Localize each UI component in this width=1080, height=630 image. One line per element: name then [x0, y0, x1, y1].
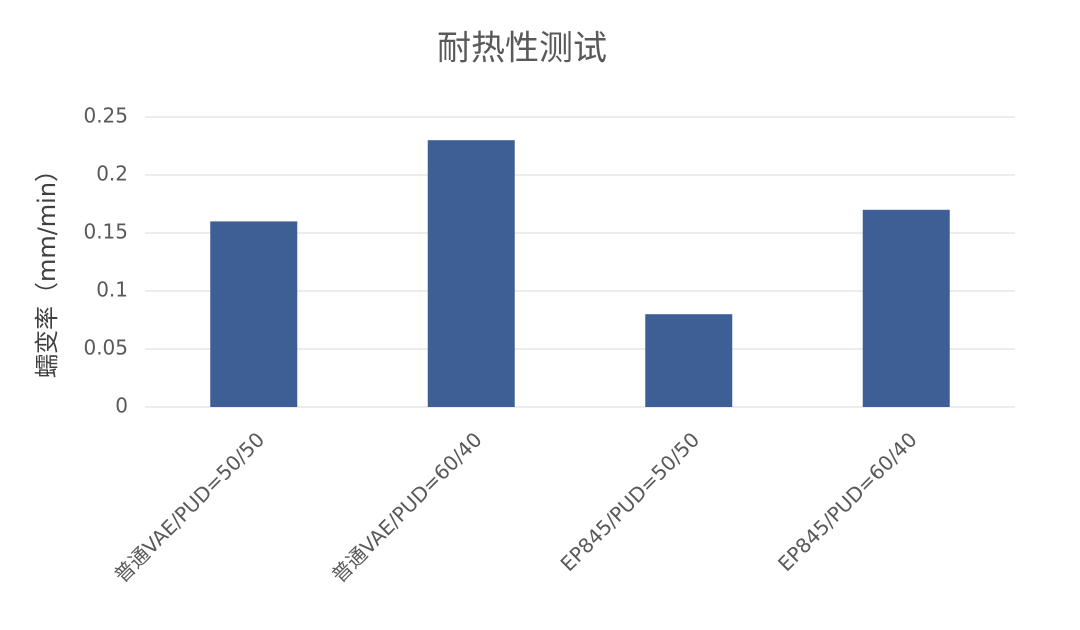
y-tick-label: 0.05	[83, 336, 128, 360]
bar	[210, 221, 298, 407]
x-tick-label: 普通VAE/PUD=50/50	[109, 427, 269, 587]
chart-title: 耐热性测试	[437, 29, 607, 69]
bar	[645, 314, 733, 407]
x-tick-label: EP845/PUD=60/40	[773, 427, 922, 576]
bar	[427, 140, 515, 407]
y-tick-label: 0.15	[83, 220, 128, 244]
bar	[862, 209, 950, 407]
y-tick-label: 0.1	[96, 278, 128, 302]
y-tick-label: 0.2	[96, 162, 128, 186]
y-tick-label: 0	[115, 394, 128, 418]
x-tick-label: EP845/PUD=50/50	[556, 427, 705, 576]
y-tick-label: 0.25	[83, 104, 128, 128]
y-axis-label: 蠕变率（mm/min）	[33, 158, 61, 378]
x-tick-label: 普通VAE/PUD=60/40	[327, 427, 487, 587]
